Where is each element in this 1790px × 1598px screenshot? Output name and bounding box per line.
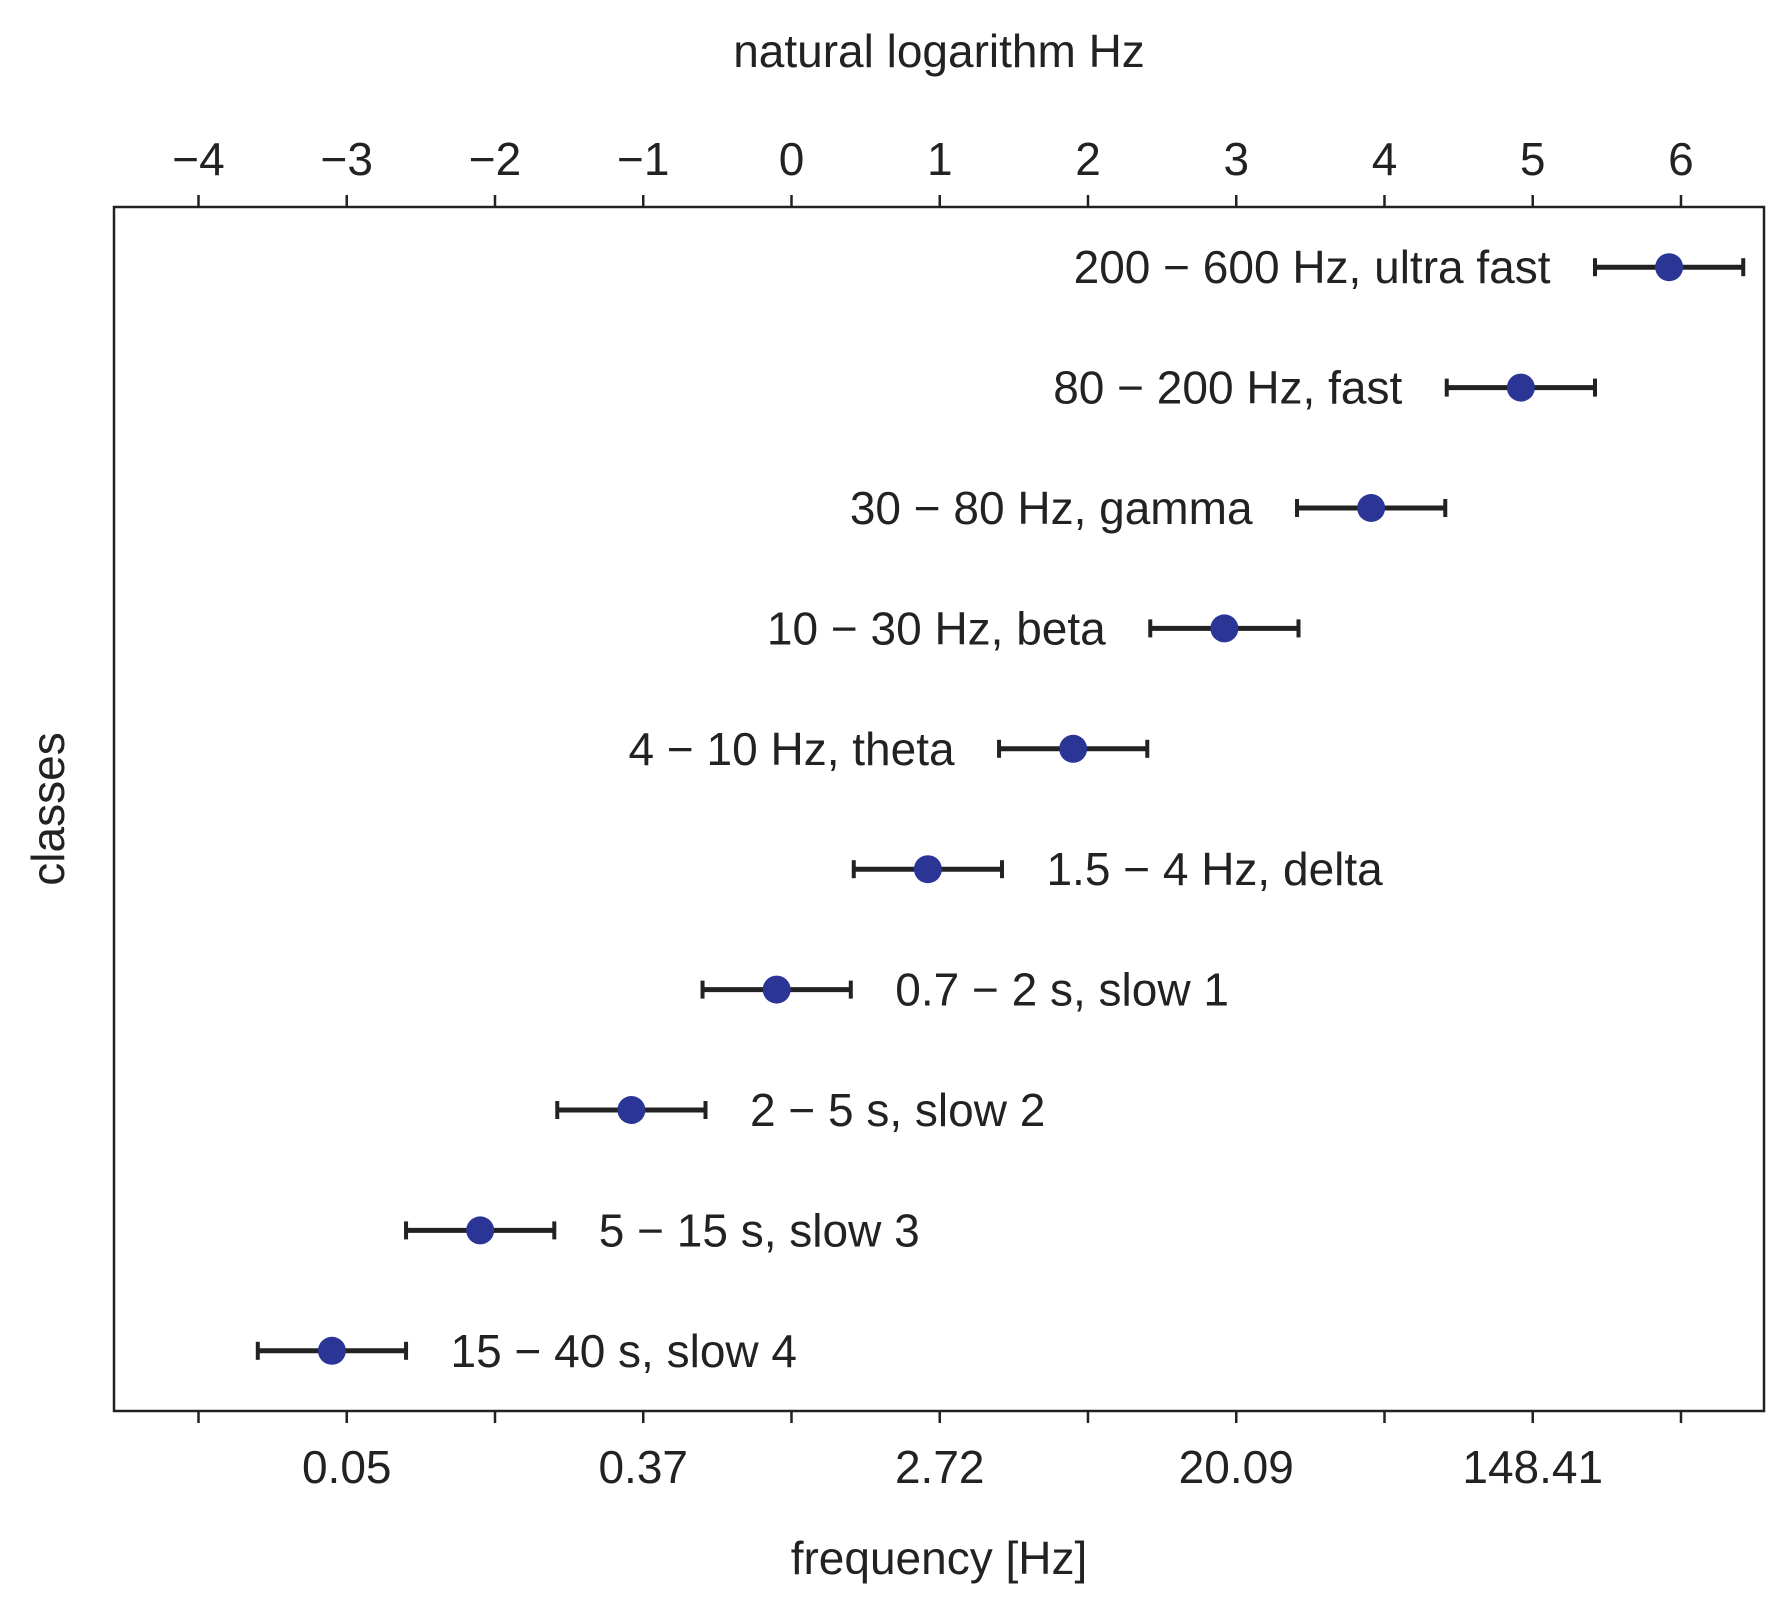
- bottom-tick-label: 148.41: [1462, 1441, 1603, 1493]
- top-tick-label: 4: [1372, 133, 1398, 185]
- data-point: [913, 855, 942, 884]
- data-point: [1655, 253, 1684, 282]
- bottom-tick-label: 0.37: [598, 1441, 688, 1493]
- top-tick-label: −4: [172, 133, 224, 185]
- point-label: 80 − 200 Hz, fast: [1053, 362, 1402, 414]
- point-label: 0.7 − 2 s, slow 1: [895, 964, 1229, 1016]
- point-label: 10 − 30 Hz, beta: [767, 602, 1106, 654]
- y-axis-label: classes: [22, 732, 74, 885]
- plot-frame: [112, 205, 1766, 1413]
- data-point: [762, 975, 791, 1004]
- point-label: 15 − 40 s, slow 4: [451, 1325, 797, 1377]
- data-point: [466, 1216, 495, 1245]
- bottom-tick-label: 20.09: [1179, 1441, 1294, 1493]
- top-tick-label: 1: [927, 133, 953, 185]
- point-label: 1.5 − 4 Hz, delta: [1046, 843, 1383, 895]
- top-tick-label: −3: [321, 133, 373, 185]
- top-tick-label: 0: [779, 133, 805, 185]
- point-label: 30 − 80 Hz, gamma: [850, 482, 1253, 534]
- data-point: [1506, 373, 1535, 402]
- data-point: [1059, 734, 1088, 763]
- point-label: 2 − 5 s, slow 2: [750, 1084, 1045, 1136]
- point-label: 5 − 15 s, slow 3: [599, 1204, 920, 1256]
- top-tick-label: −1: [617, 133, 669, 185]
- data-point: [1357, 494, 1386, 522]
- top-tick-label: 2: [1075, 133, 1101, 185]
- point-label: 4 − 10 Hz, theta: [629, 723, 955, 775]
- point-label: 200 − 600 Hz, ultra fast: [1074, 241, 1551, 293]
- bottom-tick-label: 2.72: [895, 1441, 985, 1493]
- top-tick-label: 3: [1223, 133, 1249, 185]
- data-point: [617, 1096, 646, 1124]
- data-point: [317, 1336, 346, 1365]
- top-tick-label: 5: [1520, 133, 1546, 185]
- top-x-axis-label: natural logarithm Hz: [733, 25, 1145, 77]
- x-axis-label: frequency [Hz]: [791, 1532, 1088, 1584]
- bottom-tick-label: 0.05: [302, 1441, 392, 1493]
- top-tick-label: −2: [469, 133, 521, 185]
- top-tick-label: 6: [1668, 133, 1694, 185]
- data-point: [1210, 614, 1239, 643]
